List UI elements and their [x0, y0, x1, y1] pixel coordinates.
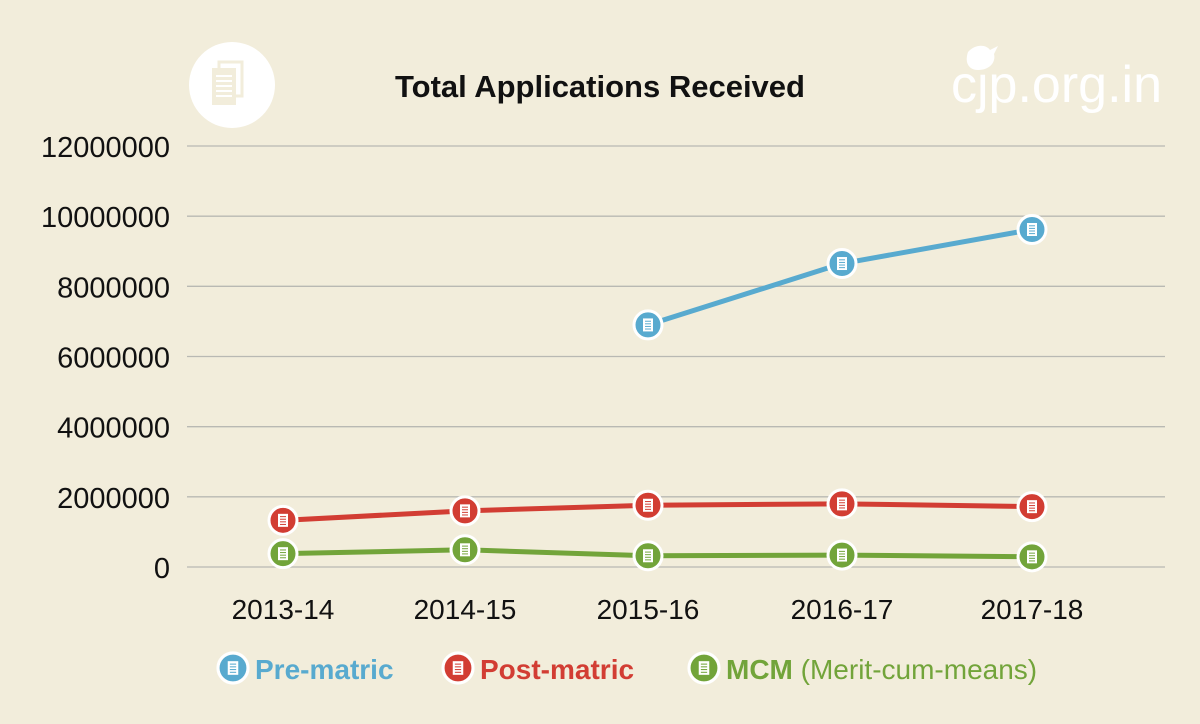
legend-document-icon: [687, 651, 721, 685]
legend-entry: MCM (Merit-cum-means): [687, 651, 1037, 685]
legend-entry: Pre-matric: [216, 651, 394, 685]
document-badge-icon: [189, 42, 275, 128]
series-point: [632, 540, 664, 572]
x-tick-label: 2015-16: [597, 594, 700, 625]
y-axis-tick-labels: 0 2000000 4000000 6000000 8000000 10000000 120…: [41, 132, 170, 585]
series-point: [267, 538, 299, 570]
legend-entry: Post-matric: [441, 651, 634, 685]
legend-label: Pre-matric: [255, 654, 394, 685]
x-tick-label: 2013-14: [232, 594, 335, 625]
grid-lines: [187, 145, 1165, 568]
series-point: [632, 309, 664, 341]
y-tick-label: 6000000: [57, 343, 170, 375]
legend-series-name: MCM: [726, 654, 793, 685]
brand-logo: cjp.org.in: [951, 45, 1162, 114]
x-tick-label: 2017-18: [981, 594, 1084, 625]
bird-icon: [966, 45, 998, 70]
series-point: [449, 495, 481, 527]
legend-label: MCM (Merit-cum-means): [726, 654, 1037, 685]
series-point: [1016, 491, 1048, 523]
legend-label: Post-matric: [480, 654, 634, 685]
y-tick-label: 0: [154, 553, 170, 585]
y-tick-label: 8000000: [57, 272, 170, 304]
chart-title: Total Applications Received: [395, 69, 805, 104]
series-point: [826, 539, 858, 571]
legend: Pre-matric Post-matric MCM (Merit-cum-mean…: [216, 651, 1037, 685]
series-point: [449, 534, 481, 566]
series-point: [632, 489, 664, 521]
y-tick-label: 10000000: [41, 202, 170, 234]
brand-logo-text: cjp.org.in: [951, 56, 1162, 114]
series-point: [1016, 213, 1048, 245]
y-tick-label: 12000000: [41, 132, 170, 164]
y-tick-label: 4000000: [57, 413, 170, 445]
x-axis-tick-labels: 2013-14 2014-15 2015-16 2016-17 2017-18: [232, 594, 1084, 625]
series-point: [1016, 541, 1048, 573]
series-point: [826, 248, 858, 280]
x-tick-label: 2016-17: [791, 594, 894, 625]
y-tick-label: 2000000: [57, 483, 170, 515]
series-point: [826, 488, 858, 520]
legend-document-icon: [441, 651, 475, 685]
legend-series-name: Pre-matric: [255, 654, 394, 685]
series-point: [267, 504, 299, 536]
legend-series-suffix: (Merit-cum-means): [793, 654, 1037, 685]
legend-series-name: Post-matric: [480, 654, 634, 685]
series-markers: [267, 213, 1048, 573]
x-tick-label: 2014-15: [414, 594, 517, 625]
legend-document-icon: [216, 651, 250, 685]
